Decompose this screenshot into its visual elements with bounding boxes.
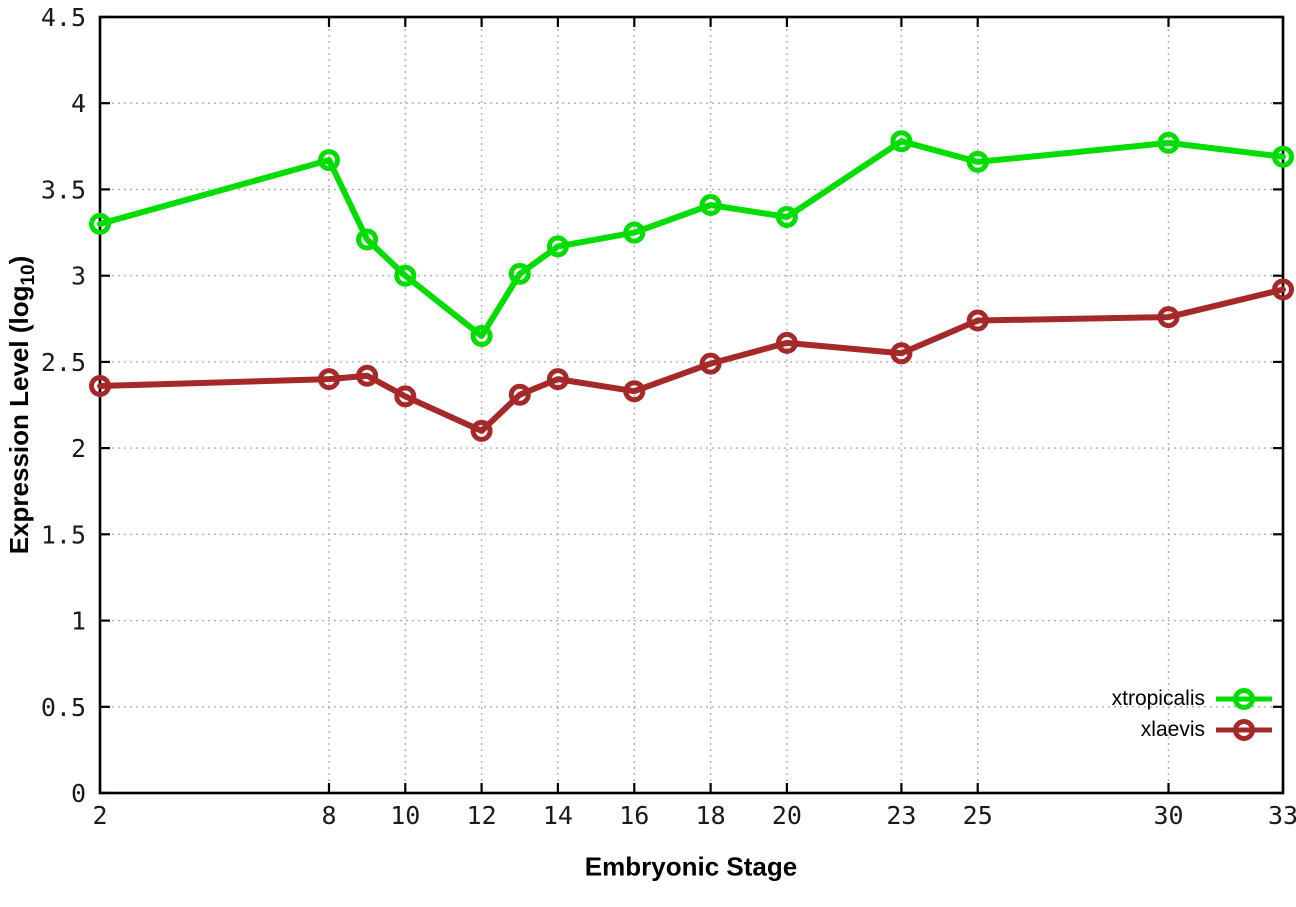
svg-text:1.5: 1.5 [41, 520, 86, 549]
svg-text:20: 20 [772, 801, 802, 830]
svg-text:0: 0 [71, 779, 86, 808]
svg-text:30: 30 [1153, 801, 1183, 830]
svg-text:10: 10 [390, 801, 420, 830]
svg-text:4.5: 4.5 [41, 3, 86, 32]
y-axis-title-subscript: 10 [18, 264, 39, 286]
svg-text:14: 14 [543, 801, 573, 830]
legend-label-xtropicalis: xtropicalis [1111, 687, 1205, 710]
legend-row-xlaevis: xlaevis [1141, 717, 1274, 743]
svg-text:8: 8 [321, 801, 336, 830]
svg-text:33: 33 [1268, 801, 1296, 830]
legend-marker-xtropicalis-icon [1216, 688, 1272, 710]
svg-text:2: 2 [92, 801, 107, 830]
svg-text:1: 1 [71, 607, 86, 636]
legend-marker-xlaevis-icon [1216, 719, 1272, 741]
y-axis-title: Expression Level (log10) [4, 256, 40, 555]
svg-text:18: 18 [696, 801, 726, 830]
svg-text:12: 12 [467, 801, 497, 830]
legend: xtropicalis xlaevis [1112, 686, 1274, 743]
svg-text:0.5: 0.5 [41, 693, 86, 722]
y-axis-title-close: ) [4, 255, 34, 265]
svg-text:2.5: 2.5 [41, 348, 86, 377]
svg-text:3.5: 3.5 [41, 175, 86, 204]
x-axis-title: Embryonic Stage [584, 851, 798, 882]
legend-label-xlaevis: xlaevis [1140, 718, 1205, 741]
legend-row-xtropicalis: xtropicalis [1112, 686, 1274, 712]
svg-text:23: 23 [886, 801, 916, 830]
svg-text:2: 2 [71, 434, 86, 463]
svg-text:3: 3 [71, 262, 86, 291]
svg-text:25: 25 [963, 801, 993, 830]
svg-text:16: 16 [619, 801, 649, 830]
y-axis-title-text: Expression Level (log [4, 285, 34, 555]
svg-text:4: 4 [71, 89, 86, 118]
